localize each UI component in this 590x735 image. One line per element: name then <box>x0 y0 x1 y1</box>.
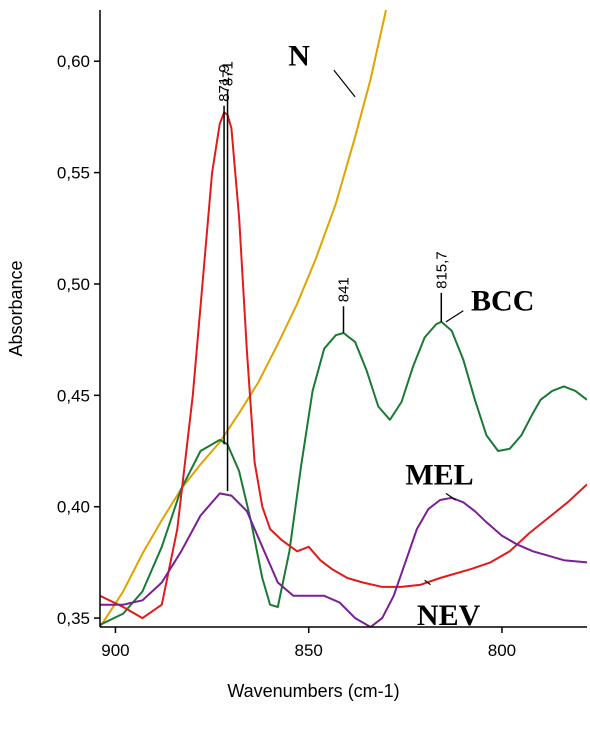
axis-layer: 0,35 0,40 0,45 0,50 0,55 0,60 900 850 800 Wavenum… <box>6 10 587 701</box>
series-label-nev: NEV <box>417 599 481 632</box>
series-line-mel <box>100 492 587 627</box>
series-layer <box>100 10 587 627</box>
series-label-n: N <box>288 40 310 73</box>
y-axis-title: Absorbance <box>6 260 26 356</box>
series-line-n <box>100 10 387 627</box>
y-tick-label: 0,45 <box>57 386 90 405</box>
peak-label: 871 <box>220 61 237 86</box>
peak-label: 871,9 <box>216 64 233 102</box>
series-label-pointer <box>333 69 356 98</box>
series-label-pointer <box>424 579 431 586</box>
series-label-bcc: BCC <box>471 285 534 318</box>
x-axis-title: Wavenumbers (cm-1) <box>227 681 399 701</box>
series-line-unlabeled-3 <box>100 111 587 620</box>
x-tick-label: 900 <box>101 641 129 660</box>
y-tick-label: 0,60 <box>57 52 90 71</box>
x-tick-label: 850 <box>295 641 323 660</box>
peak-label: 841 <box>336 277 353 302</box>
x-tick-label: 800 <box>488 641 516 660</box>
series-label-pointer <box>445 310 464 323</box>
y-tick-label: 0,35 <box>57 609 90 628</box>
y-tick-label: 0,50 <box>57 275 90 294</box>
series-line-bcc <box>100 320 587 626</box>
peak-label: 815,7 <box>433 251 450 289</box>
series-label-mel: MEL <box>405 458 473 491</box>
series-label-pointer <box>445 492 456 501</box>
y-tick-label: 0,40 <box>57 498 90 517</box>
label-layer: N BCC MEL NEV <box>288 40 534 632</box>
y-tick-label: 0,55 <box>57 164 90 183</box>
